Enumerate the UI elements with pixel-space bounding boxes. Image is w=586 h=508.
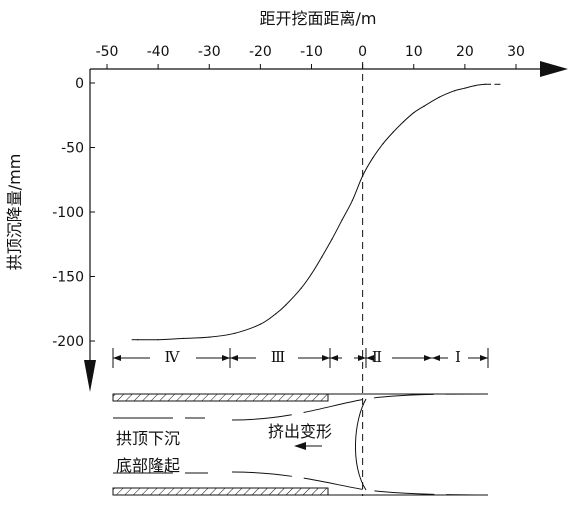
curve-point xyxy=(321,256,323,258)
face-extrusion-label: 挤出变形 xyxy=(268,422,332,441)
extrusion-arrow-head xyxy=(294,442,306,450)
curve-point xyxy=(351,199,353,201)
curve-point xyxy=(474,84,476,87)
x-tick-label: 20 xyxy=(456,44,474,60)
curve-point xyxy=(300,287,302,289)
settlement-curve-series-0 xyxy=(137,83,491,341)
y-tick-label: -50 xyxy=(61,141,84,157)
y-tick-label: -100 xyxy=(52,205,84,221)
curve-point xyxy=(234,332,236,334)
curve-point xyxy=(341,219,343,221)
y-axis-arrowhead xyxy=(84,360,96,392)
x-axis-arrowhead xyxy=(540,61,568,77)
curve-point xyxy=(454,90,456,92)
zone-label-3: Ⅲ xyxy=(271,348,285,366)
curve-point xyxy=(382,143,384,145)
curve-point xyxy=(137,339,139,341)
curve-point xyxy=(331,238,333,240)
tunnel-section-sketch xyxy=(112,393,489,496)
face-extrusion-profile xyxy=(355,398,367,491)
curve-point xyxy=(259,323,261,325)
curve-point xyxy=(438,96,440,98)
y-axis-title: 拱顶沉降量/mm xyxy=(5,154,24,271)
floor-heave-label: 底部隆起 xyxy=(116,456,180,475)
zone-label-4: Ⅳ xyxy=(165,348,181,366)
curve-point xyxy=(157,339,159,341)
curve-point xyxy=(362,175,364,177)
y-tick-label: -150 xyxy=(52,270,84,286)
curve-point xyxy=(489,83,492,85)
y-axis-ticks: 0 -50 -100 -150 -200 xyxy=(52,76,95,350)
x-tick-label: 10 xyxy=(405,44,423,60)
x-tick-label: -30 xyxy=(198,44,221,60)
curve-point xyxy=(484,83,486,85)
x-tick-label: -10 xyxy=(300,44,323,60)
curve-point xyxy=(402,121,405,123)
curve-point xyxy=(285,304,287,306)
curve-point xyxy=(275,313,277,315)
x-tick-label: 30 xyxy=(507,44,525,60)
curve-point xyxy=(392,131,394,133)
curve-point xyxy=(208,336,210,338)
curve-point xyxy=(310,273,313,275)
curve-point xyxy=(413,112,415,114)
x-tick-label: -40 xyxy=(147,44,170,60)
zone-dimension-lines xyxy=(112,348,489,368)
settlement-curve-layer xyxy=(131,83,501,341)
floor-heave-profile xyxy=(113,471,489,496)
y-tick-label: 0 xyxy=(75,76,84,92)
curve-point xyxy=(423,105,425,107)
curve-point xyxy=(464,87,466,89)
zone-label-2: Ⅱ xyxy=(372,348,382,366)
curve-point xyxy=(372,157,374,159)
crown-settlement-profile xyxy=(113,393,489,421)
crown-settlement-label: 拱顶下沉 xyxy=(116,429,180,448)
x-tick-label: -50 xyxy=(96,44,119,60)
x-axis-title: 距开挖面距离/m xyxy=(260,9,377,28)
zone-label-1: Ⅰ xyxy=(455,348,461,366)
curve-point xyxy=(183,337,185,340)
x-tick-label: -20 xyxy=(249,44,272,60)
invert-lining-hatched xyxy=(112,487,329,496)
y-tick-label: -200 xyxy=(52,334,84,350)
x-tick-label: 0 xyxy=(358,44,367,60)
x-axis-ticks: -50 -40 -30 -20 -10 0 10 20 30 xyxy=(96,44,525,69)
crown-lining-hatched xyxy=(112,393,329,402)
